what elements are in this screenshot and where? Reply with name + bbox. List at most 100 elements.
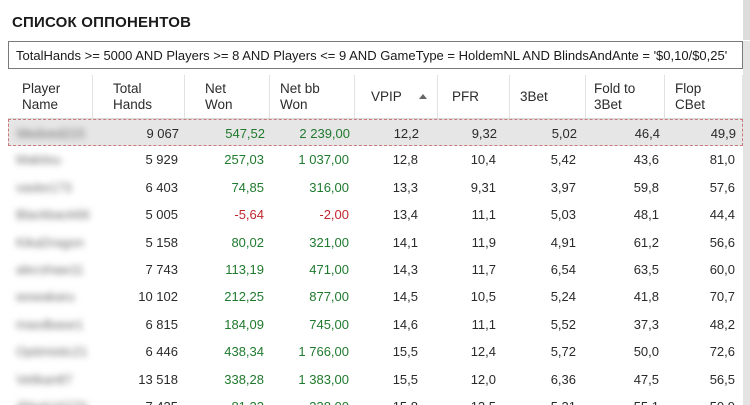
cell-fold3bet: 61,2	[633, 234, 659, 250]
column-header-pfr[interactable]: PFR	[438, 75, 510, 118]
cell-netbb: 1 383,00	[298, 371, 349, 387]
cell-name: Makitsu	[16, 152, 61, 168]
cell-cbet: 49,9	[710, 126, 736, 141]
table-row[interactable]: Velikan87 13 518 338,28 1 383,00 15,5 12,0 6,3…	[8, 366, 743, 393]
cell-hands: 7 743	[145, 262, 178, 277]
table-row[interactable]: vaske173 6 403 74,85 316,00 13,3 9,31 3,97 59,8…	[8, 174, 743, 201]
cell-vpip: 13,3	[392, 179, 418, 195]
column-header-vpip[interactable]: VPIP	[355, 75, 438, 118]
cell-name: Optimistic21	[16, 344, 88, 360]
cell-pfr: 11,9	[471, 234, 496, 250]
cell-netbb: 471,00	[309, 262, 349, 277]
cell-threebet: 6,54	[550, 262, 576, 277]
cell-vpip: 14,5	[392, 289, 418, 305]
table-row[interactable]: Medved215 9 067 547,52 2 239,00 12,2 9,32 5,02…	[8, 119, 743, 146]
table-header: Player Name Total Hands Net Won Net bb W…	[8, 75, 743, 119]
cell-cbet: 60,0	[709, 262, 735, 277]
cell-netbb: 321,00	[309, 234, 349, 250]
cell-pfr: 9,31	[470, 179, 496, 195]
cell-fold3bet: 37,3	[633, 316, 659, 332]
cell-threebet: 5,52	[550, 316, 576, 332]
column-header-net-won[interactable]: Net Won	[185, 75, 270, 118]
cell-vpip: 12,8	[392, 152, 418, 168]
cell-net: 184,09	[224, 316, 264, 332]
column-header-fold-to-3bet[interactable]: Fold to 3Bet	[586, 75, 665, 118]
column-header-flop-cbet[interactable]: Flop CBet	[665, 75, 743, 118]
cell-threebet: 5,72	[550, 344, 576, 360]
cell-netbb: 2 239,00	[299, 126, 350, 141]
column-header-3bet[interactable]: 3Bet	[510, 75, 586, 118]
cell-hands: 6 403	[145, 179, 178, 195]
table-row[interactable]: maxdbase1 6 815 184,09 745,00 14,6 11,1 5,52 37…	[8, 311, 743, 338]
cell-threebet: 3,97	[550, 179, 576, 195]
cell-cbet: 70,7	[709, 289, 735, 305]
cell-pfr: 12,4	[470, 344, 496, 360]
table-row[interactable]: wowakaru 10 102 212,25 877,00 14,5 10,5 5,24 41…	[8, 283, 743, 310]
cell-name: Blackback66	[16, 207, 90, 223]
cell-pfr: 10,5	[470, 289, 496, 305]
cell-net: 338,28	[224, 371, 264, 387]
cell-hands: 5 158	[145, 234, 178, 250]
cell-name: KikaDragon	[16, 234, 84, 250]
cell-vpip: 14,6	[392, 316, 418, 332]
cell-hands: 5 929	[145, 152, 178, 168]
cell-pfr: 11,1	[471, 316, 496, 332]
filter-expression-field[interactable]: TotalHands >= 5000 AND Players >= 8 AND …	[8, 41, 743, 69]
cell-vpip: 12,2	[393, 126, 419, 141]
cell-net: 74,85	[231, 179, 264, 195]
cell-fold3bet: 48,1	[633, 207, 659, 223]
cell-net: 547,52	[225, 126, 265, 141]
cell-threebet: 5,02	[551, 126, 577, 141]
table-row[interactable]: Optimistic21 6 446 438,34 1 766,00 15,5 12,4 5…	[8, 338, 743, 365]
cell-pfr: 9,32	[471, 126, 497, 141]
cell-vpip: 13,4	[392, 207, 418, 223]
cell-cbet: 56,6	[709, 234, 735, 250]
column-header-net-bb-won[interactable]: Net bb Won	[270, 75, 355, 118]
cell-threebet: 5,42	[550, 152, 576, 168]
cell-name: vaske173	[16, 179, 72, 195]
cell-netbb: 1 037,00	[298, 152, 349, 168]
cell-net: 81,22	[185, 393, 270, 405]
cell-pfr: 10,4	[470, 152, 496, 168]
cell-netbb: 745,00	[309, 316, 349, 332]
cell-fold3bet: 47,5	[633, 371, 659, 387]
vertical-scrollbar[interactable]	[743, 41, 750, 405]
cell-threebet: 4,91	[550, 234, 576, 250]
cell-hands: 5 005	[145, 207, 178, 223]
cell-name: Medved215	[17, 126, 85, 141]
column-header-total-hands[interactable]: Total Hands	[93, 75, 185, 118]
cell-netbb: 877,00	[309, 289, 349, 305]
cell-netbb: -2,00	[319, 207, 349, 223]
cell-net: 257,03	[224, 152, 264, 168]
cell-pfr: 12,5	[438, 393, 510, 405]
cell-vpip: 14,1	[392, 234, 418, 250]
cell-net: 212,25	[224, 289, 264, 305]
cell-name: Velikan87	[16, 371, 73, 387]
cell-cbet: 50,9	[665, 393, 743, 405]
table-row[interactable]: Blackback66 5 005 -5,64 -2,00 13,4 11,1 5,03 48…	[8, 201, 743, 228]
cell-cbet: 48,2	[709, 316, 735, 332]
column-header-player-name[interactable]: Player Name	[8, 75, 93, 118]
cell-threebet: 5,24	[550, 289, 576, 305]
cell-netbb: 316,00	[309, 179, 349, 195]
cell-threebet: 5,31	[510, 393, 586, 405]
cell-netbb: 1 766,00	[298, 344, 349, 360]
cell-pfr: 11,1	[471, 207, 496, 223]
opponents-table: Player Name Total Hands Net Won Net bb W…	[8, 75, 743, 405]
cell-name: alecshaw11	[16, 262, 84, 277]
cell-threebet: 5,03	[550, 207, 576, 223]
cell-hands: 13 518	[138, 371, 178, 387]
cell-name: @bob16770	[8, 393, 93, 405]
table-row[interactable]: Makitsu 5 929 257,03 1 037,00 12,8 10,4 5,42 43…	[8, 146, 743, 173]
panel-title: СПИСОК ОППОНЕНТОВ	[12, 14, 192, 31]
cell-net: 80,02	[231, 234, 264, 250]
cell-fold3bet: 41,8	[633, 289, 659, 305]
table-row[interactable]: KikaDragon 5 158 80,02 321,00 14,1 11,9 4,91 61…	[8, 229, 743, 256]
cell-net: 113,19	[225, 262, 264, 277]
cell-name: maxdbase1	[16, 316, 84, 332]
table-row[interactable]: alecshaw11 7 743 113,19 471,00 14,3 11,7 6,54 6…	[8, 256, 743, 283]
cell-vpip: 15,5	[392, 344, 418, 360]
cell-cbet: 44,4	[709, 207, 735, 223]
cell-cbet: 56,5	[709, 371, 735, 387]
table-row[interactable]: @bob167707 43581,22338,0015,812,55,3155,…	[8, 393, 743, 405]
